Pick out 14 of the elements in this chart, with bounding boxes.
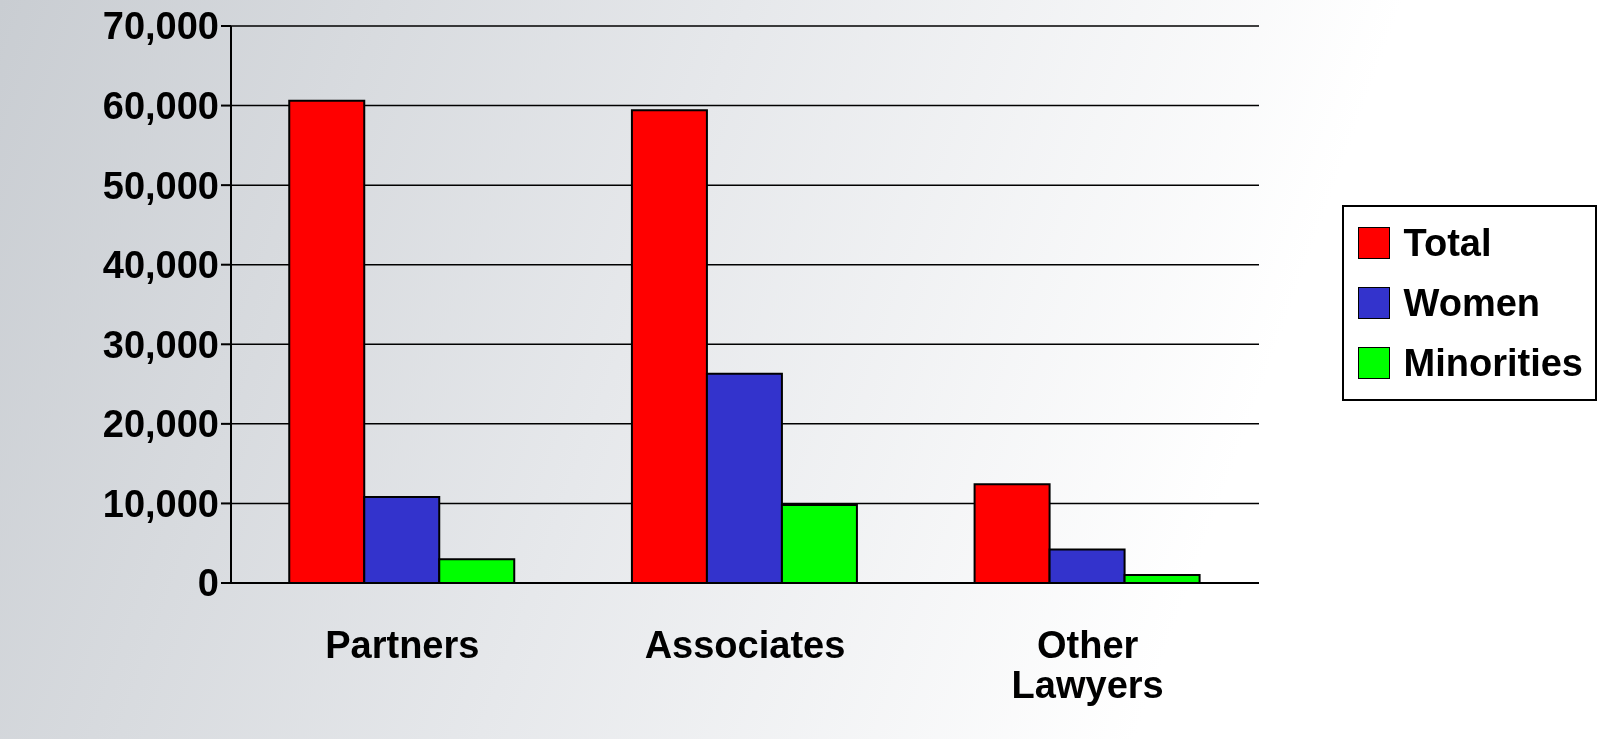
y-tick-label: 40,000 [102, 244, 219, 287]
y-tick-label: 10,000 [102, 482, 219, 525]
x-tick-label: Partners [325, 623, 480, 666]
y-tick-label: 30,000 [102, 323, 219, 366]
y-tick-label: 50,000 [102, 164, 219, 207]
y-tick-label: 60,000 [102, 85, 219, 128]
y-tick-label: 0 [197, 562, 219, 605]
legend-label: Minorities [1403, 341, 1583, 385]
y-tick-label: 70,000 [102, 5, 219, 48]
legend-label: Women [1403, 281, 1541, 325]
y-tick-label: 20,000 [102, 403, 219, 446]
legend-label: Total [1403, 221, 1492, 265]
x-tick-label: Associates [644, 623, 846, 666]
x-tick-label: Other Lawyers [1011, 623, 1164, 706]
